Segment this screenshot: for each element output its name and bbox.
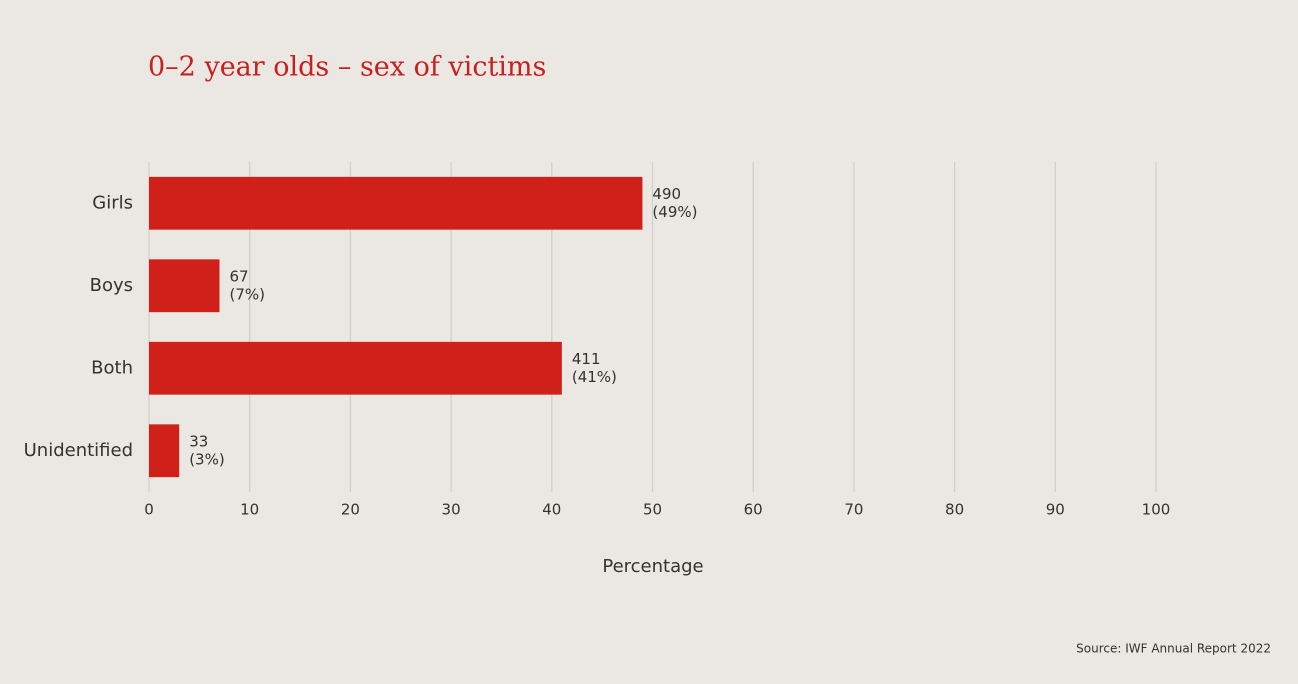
bar xyxy=(149,424,180,478)
chart-title: 0–2 year olds – sex of victims xyxy=(148,52,546,83)
x-tick-label: 90 xyxy=(1046,501,1065,519)
bar xyxy=(149,341,562,395)
count-label: 411 xyxy=(572,350,601,368)
x-tick-label: 60 xyxy=(744,501,763,519)
value-label: (41%) xyxy=(572,368,617,386)
y-tick-label: Unidentified xyxy=(24,440,133,461)
bar xyxy=(149,259,220,313)
x-tick-label: 80 xyxy=(945,501,964,519)
source-note: Source: IWF Annual Report 2022 xyxy=(1076,642,1271,656)
y-tick-label: Both xyxy=(91,357,133,378)
x-tick-label: 0 xyxy=(144,501,154,519)
bar xyxy=(149,176,643,230)
count-label: 33 xyxy=(189,432,208,450)
value-label: (3%) xyxy=(189,450,225,468)
x-tick-label: 10 xyxy=(240,501,259,519)
value-label: (49%) xyxy=(652,203,697,221)
y-tick-label: Girls xyxy=(92,192,133,213)
x-tick-label: 40 xyxy=(542,501,561,519)
x-tick-label: 50 xyxy=(643,501,662,519)
count-label: 490 xyxy=(652,185,681,203)
x-tick-label: 100 xyxy=(1142,501,1171,519)
value-label: (7%) xyxy=(229,285,265,303)
x-tick-label: 20 xyxy=(341,501,360,519)
count-label: 67 xyxy=(229,267,248,285)
x-axis-title: Percentage xyxy=(602,556,703,577)
x-tick-label: 30 xyxy=(442,501,461,519)
y-tick-label: Boys xyxy=(90,275,133,296)
x-tick-label: 70 xyxy=(844,501,863,519)
